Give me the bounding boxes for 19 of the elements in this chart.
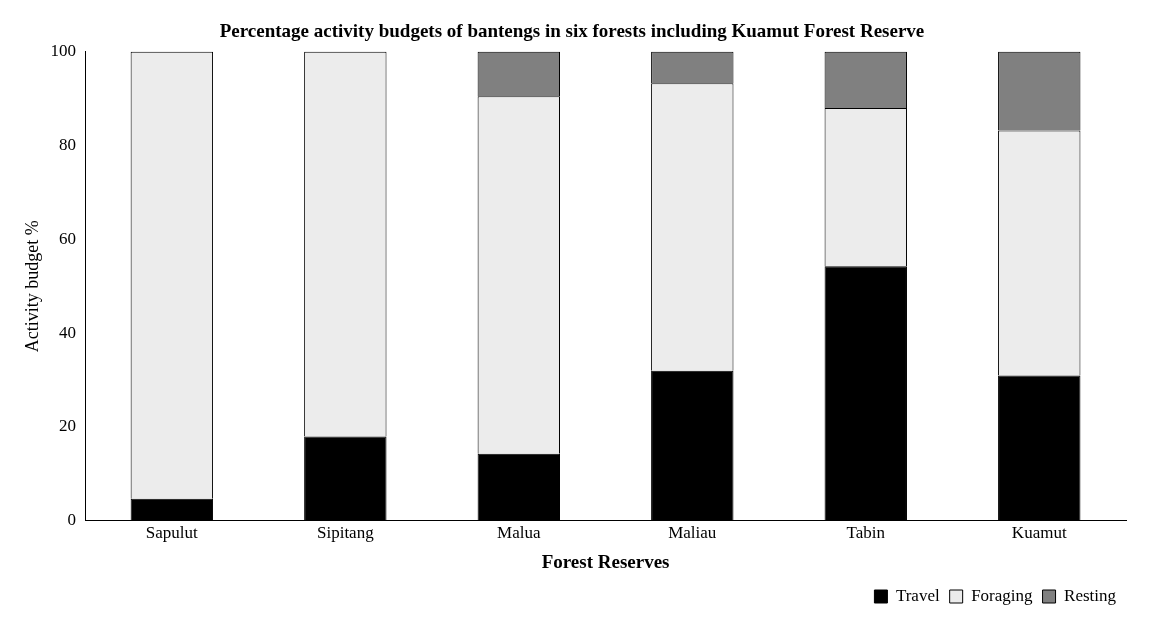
y-tick-label: 80 (59, 135, 77, 155)
x-tick-label: Maliau (668, 523, 717, 543)
x-tick-label: Sipitang (316, 523, 375, 543)
legend-label: Foraging (971, 585, 1034, 605)
y-tick-label: 20 (59, 416, 77, 436)
x-tick-label: Malua (497, 523, 541, 543)
x-axis-title: Forest Reserves (541, 550, 670, 572)
x-tick-label: Kuamut (1011, 523, 1067, 543)
y-tick-label: 60 (59, 228, 77, 248)
bar (304, 436, 387, 521)
y-tick-label: 0 (67, 510, 77, 530)
y-tick-label: 100 (50, 41, 77, 61)
x-tick-label: Tabin (846, 523, 886, 543)
y-axis-title: Activity budget % (21, 220, 42, 353)
x-tick-label: Sapulut (145, 523, 199, 543)
legend-label: Resting (1064, 585, 1117, 605)
y-tick-label: 40 (59, 322, 77, 342)
chart-title: Percentage activity budgets of bantengs in six forests including Kuamut Forest Reserve (219, 20, 925, 42)
legend-label: Travel (895, 585, 940, 605)
